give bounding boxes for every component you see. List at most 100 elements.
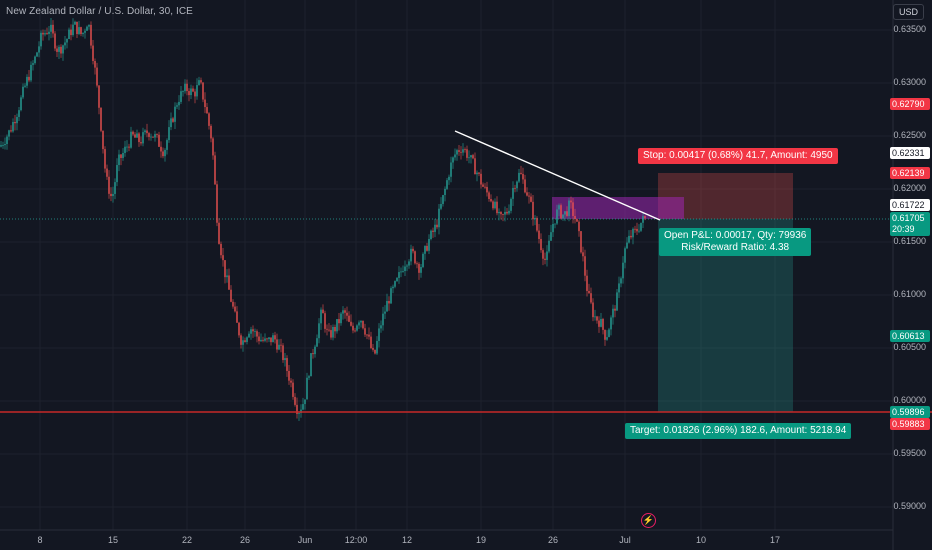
candle-body [582,252,584,257]
candle-body [400,271,402,273]
candle-body [234,306,236,312]
candle-body [352,325,354,331]
tp-price-tag: 0.60613 [890,330,930,342]
candle-body [106,168,108,177]
candle-body [58,46,60,52]
candle-body [350,321,352,326]
currency-button[interactable]: USD [892,4,924,20]
candle-body [550,232,552,241]
time-tick-label: 22 [181,535,193,545]
candle-body [290,380,292,383]
time-tick-label: 12 [401,535,413,545]
candle-body [186,83,188,92]
current-price-tag: 0.62331 [890,147,930,159]
candle-body [60,46,62,54]
candle-body [306,377,308,400]
candle-body [90,24,92,46]
candle-body [252,329,254,332]
candle-body [432,230,434,232]
candle-body [524,179,526,193]
candle-body [386,300,388,312]
candle-body [150,136,152,138]
candle-body [18,110,20,117]
candle-body [378,328,380,341]
candle-body [178,101,180,106]
candle-body [134,134,136,138]
pnl-info-label[interactable]: Open P&L: 0.00017, Qty: 79936 Risk/Rewar… [659,228,812,256]
price-tick-label: 0.59500 [893,448,926,458]
candle-body [210,125,212,139]
candle-body [152,136,154,138]
candle-body [114,182,116,194]
candle-body [322,309,324,314]
trend-line[interactable] [454,130,661,221]
candle-body [454,154,456,158]
candle-body [480,173,482,185]
candle-body [228,275,230,290]
candle-body [356,325,358,331]
lightning-icon[interactable]: ⚡ [641,513,656,528]
candle-body [100,107,102,131]
candle-body [610,317,612,330]
candle-body [232,301,234,307]
candle-body [166,140,168,150]
candle-body [146,130,148,134]
symbol-title[interactable]: New Zealand Dollar / U.S. Dollar, 30, IC… [6,6,193,17]
candle-body [382,313,384,326]
candle-body [340,313,342,324]
candle-body [254,331,256,333]
candle-body [630,235,632,238]
candle-body [66,39,68,43]
stop-level-tag: 0.62139 [890,167,930,179]
candle-body [216,184,218,223]
candle-body [164,149,166,157]
candle-body [628,235,630,243]
candle-body [574,216,576,220]
candle-body [320,309,322,324]
candle-body [636,228,638,232]
candle-body [608,329,610,338]
stop-price-tag: 0.62790 [890,98,930,110]
candle-body [98,85,100,108]
candle-body [296,404,298,414]
candle-body [596,316,598,321]
candle-body [438,208,440,228]
candle-body [514,187,516,189]
candle-body [174,106,176,122]
candle-body [548,240,550,252]
candle-body [316,338,318,347]
candle-body [270,337,272,343]
candle-body [240,335,242,345]
candle-body [598,320,600,327]
candle-body [606,337,608,340]
candle-body [68,29,70,40]
time-tick-label: Jul [619,535,631,545]
candle-body [326,328,328,330]
candle-body [612,308,614,318]
last-price-tag: 0.61705 20:39 [890,212,930,236]
candle-body [594,316,596,318]
candle-body [560,205,562,219]
candle-body [80,27,82,35]
candle-body [618,283,620,293]
candle-body [212,138,214,156]
candle-body [420,267,422,273]
candle-body [518,172,520,182]
candle-body [158,134,160,147]
candle-body [40,32,42,47]
candle-body [632,228,634,238]
candle-body [36,52,38,57]
candle-body [572,202,574,217]
candle-body [478,172,480,174]
candle-body [388,300,390,304]
target-info-label[interactable]: Target: 0.01826 (2.96%) 182.6, Amount: 5… [625,423,852,439]
stop-info-label[interactable]: Stop: 0.00417 (0.68%) 41.7, Amount: 4950 [638,148,838,164]
candle-body [272,335,274,343]
candle-body [86,26,88,31]
candle-body [556,209,558,224]
candle-body [78,27,80,34]
candle-body [280,344,282,346]
candle-body [344,310,346,313]
candle-body [194,91,196,97]
